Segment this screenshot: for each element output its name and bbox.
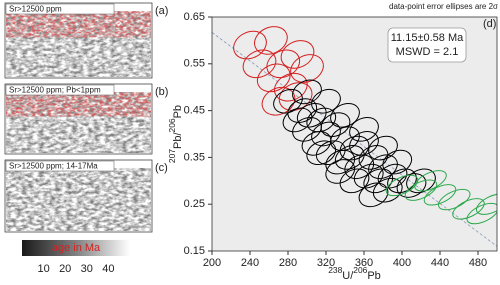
x-tick-label: 320 [317, 257, 335, 269]
colorbar-tick-label: 20 [59, 263, 71, 275]
y-tick-label: 0.25 [184, 198, 205, 210]
error-ellipse [404, 179, 438, 201]
error-ellipse [349, 117, 379, 142]
x-tick-label: 200 [203, 257, 221, 269]
map-panels: Sr>12500 ppm (a) Sr>12500 ppm; Pb<1ppm (b) S… [4, 2, 168, 275]
x-tick-label: 440 [431, 257, 449, 269]
colorbar-label: age in Ma [52, 242, 101, 254]
x-axis-label: 238U/206Pb [328, 265, 381, 282]
error-ellipse [301, 131, 332, 156]
annotation: 11.15±0.58 Ma [391, 32, 464, 44]
error-ellipse [452, 198, 485, 220]
error-ellipse [372, 177, 403, 203]
error-ellipse [466, 202, 497, 225]
map-red [6, 11, 151, 38]
error-ellipse [306, 140, 337, 166]
error-ellipse [414, 170, 447, 192]
error-ellipse [233, 30, 267, 60]
panel-label: Sr>12500 ppm [9, 5, 62, 14]
plot: 200 240 280 320 360 400 440 480 0.15 0.25 0.35 0.45… [167, 2, 498, 282]
colorbar-tick-label: 40 [102, 263, 114, 275]
annotation-box [387, 27, 467, 63]
y-tick-label: 0.35 [184, 151, 205, 163]
plot-frame [211, 16, 498, 252]
label-box [5, 84, 115, 96]
x-tick-label: 280 [279, 257, 297, 269]
panel-letter: (b) [155, 86, 168, 98]
x-tick-label: 400 [393, 257, 411, 269]
error-ellipse [273, 88, 303, 114]
panel-label: Sr>12500 ppm; Pb<1ppm [9, 86, 101, 95]
error-ellipse [280, 40, 315, 69]
ellipses [233, 26, 497, 225]
error-ellipse [282, 107, 313, 133]
panel-label: Sr>12500 ppm; 14-17Ma [9, 162, 98, 171]
error-ellipse [423, 184, 457, 206]
map-texture [6, 168, 151, 231]
panel-letter: (c) [155, 162, 168, 174]
colorbar-tick-label: 30 [81, 263, 93, 275]
x-tick-label: 240 [241, 257, 259, 269]
note: data-point error ellipses are 2σ [389, 2, 498, 11]
label-box [5, 160, 115, 172]
error-ellipse [368, 135, 398, 161]
regression-line [211, 32, 498, 247]
error-ellipse [339, 168, 370, 194]
error-ellipse [242, 49, 277, 79]
colorbar-tick-label: 10 [37, 263, 49, 275]
y-tick-label: 0.55 [184, 58, 205, 70]
y-tick-label: 0.65 [184, 11, 205, 23]
panel-letter: (a) [155, 5, 168, 17]
error-ellipse [311, 88, 341, 114]
map-red [6, 92, 151, 117]
error-ellipse [382, 149, 413, 175]
colorbar [22, 240, 130, 256]
x-tick-label: 360 [355, 257, 373, 269]
error-ellipse [330, 102, 360, 128]
error-ellipse [256, 63, 291, 93]
error-ellipse [266, 49, 301, 79]
y-axis-label: 207Pb/206Pb [167, 105, 184, 163]
label-box [5, 3, 115, 15]
panel-letter: (d) [483, 18, 496, 30]
y-tick-label: 0.15 [184, 245, 205, 257]
x-tick-label: 480 [469, 257, 487, 269]
y-tick-label: 0.45 [184, 105, 205, 117]
error-ellipse [385, 174, 419, 197]
error-ellipse [325, 159, 356, 184]
annotation: MSWD = 2.1 [396, 46, 459, 58]
error-ellipse [475, 193, 497, 215]
